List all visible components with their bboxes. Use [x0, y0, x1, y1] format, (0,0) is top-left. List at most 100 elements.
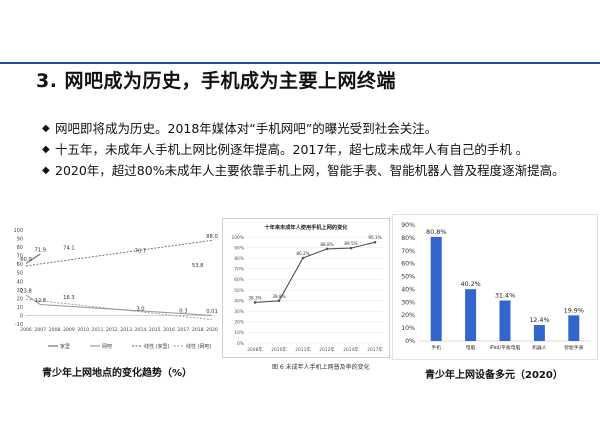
x-tick-label: 手机	[431, 344, 441, 351]
y-tick-label: 0%	[405, 338, 415, 345]
data-label: 3.0	[136, 306, 144, 312]
y-tick-label: 70%	[401, 248, 415, 255]
x-tick-label: 2012	[106, 327, 118, 333]
y-tick-label: 90	[17, 237, 23, 243]
x-tick-label: 2006	[20, 327, 32, 333]
series-line	[25, 239, 213, 267]
y-tick-label: 40%	[234, 298, 244, 304]
legend-label: 线性 (家里)	[144, 343, 170, 350]
x-tick-label: 2016	[163, 327, 175, 333]
x-tick-label: 2017年	[367, 346, 383, 353]
phone-usage-svg: 十年来未成年人使用手机上网的变化 0% 10% 20% 30% 40% 50% 60% 70% 8…	[231, 223, 383, 353]
y-tick-label: 100%	[231, 235, 244, 241]
y-tick-label: 70	[17, 254, 23, 260]
x-tick-label: 2020	[206, 327, 218, 333]
y-tick-label: 0%	[237, 341, 244, 347]
diamond-bullet-icon: ◆	[42, 123, 50, 134]
y-tick-label: 60%	[234, 277, 244, 283]
phone-usage-caption: 图 6 未成年人手机上网普及率的变化	[272, 364, 370, 371]
bar	[568, 315, 580, 341]
legend-label: 网吧	[102, 344, 112, 350]
data-point	[301, 256, 305, 260]
x-tick-label: 2018	[192, 327, 204, 333]
y-tick-label: 0	[20, 313, 23, 319]
location-trend-caption: 青少年上网地点的变化趋势（%）	[42, 368, 193, 379]
data-label: 80.2%	[296, 251, 309, 256]
data-label: 95.1%	[368, 235, 381, 240]
x-tick-label: 2017	[178, 327, 190, 333]
data-label: 16.3	[63, 295, 75, 301]
y-tick-label: 10%	[401, 325, 415, 332]
data-label: 31.4%	[495, 292, 515, 300]
diamond-bullet-icon: ◆	[42, 144, 50, 155]
x-tick-label: 2014	[135, 327, 147, 333]
bullet-list: ◆ 网吧即将成为历史。2018年媒体对“手机网吧”的曝光受到社会关注。 ◆ 十五…	[42, 118, 587, 181]
bullet-item: ◆ 网吧即将成为历史。2018年媒体对“手机网吧”的曝光受到社会关注。	[42, 118, 587, 139]
device-chart-caption: 青少年上网设备多元（2020）	[425, 370, 563, 381]
y-tick-label: 10%	[234, 330, 244, 336]
data-label: 12.4%	[529, 316, 549, 324]
y-tick-label: 40%	[401, 286, 415, 293]
phone-usage-chart: 十年来未成年人使用手机上网的变化 0% 10% 20% 30% 40% 50% 60% 70% 8…	[222, 218, 390, 358]
series-line	[25, 294, 213, 316]
y-tick-label: 90%	[401, 222, 415, 229]
bullet-item: ◆ 十五年，未成年人手机上网比例逐年提高。2017年，超七成未成年人有自己的手机…	[42, 139, 587, 160]
data-point	[277, 299, 281, 303]
y-tick-label: 50	[17, 271, 23, 277]
bullet-text: 十五年，未成年人手机上网比例逐年提高。2017年，超七成未成年人有自己的手机 。	[55, 142, 529, 157]
slide-title: 3. 网吧成为历史，手机成为主要上网终端	[36, 70, 397, 92]
location-trend-svg: -10 0 10 20 30 40 50 60 70 80 90 100 2006 2007 2008 200…	[13, 228, 218, 350]
title-accent-bar	[0, 62, 600, 64]
legend-label: 线性 (网吧)	[186, 343, 212, 350]
y-tick-label: 80%	[234, 256, 244, 262]
y-tick-label: 30%	[401, 299, 415, 306]
bar	[430, 236, 442, 341]
x-tick-label: 2011年	[295, 346, 311, 353]
device-bar-chart: 0% 10% 20% 30% 40% 50% 60% 70% 80% 90% 80.8% 手机 40.2…	[392, 214, 598, 360]
location-trend-chart: -10 0 10 20 30 40 50 60 70 80 90 100 2006 2007 2008 200…	[4, 222, 218, 358]
data-label: 89.5%	[344, 241, 357, 246]
x-tick-label: 2010	[77, 327, 89, 333]
data-label: 12.8	[35, 298, 47, 304]
data-label: 0.3	[179, 309, 187, 315]
data-point	[253, 301, 257, 304]
chart-title: 十年来未成年人使用手机上网的变化	[264, 223, 348, 231]
series-line	[254, 241, 376, 303]
bullet-text: 2020年，超过80%未成年人主要依靠手机上网，智能手表、智能机器人普及程度逐渐…	[55, 163, 565, 178]
data-label: 60.9	[20, 257, 32, 263]
x-tick-label: iPad/平板电脑	[490, 344, 521, 351]
x-tick-label: 电脑	[466, 344, 476, 351]
data-point	[349, 246, 353, 250]
y-tick-label: 50%	[401, 274, 415, 281]
y-tick-label: 40	[17, 279, 23, 285]
data-label: 74.1	[63, 246, 75, 252]
x-tick-label: 机器人	[532, 344, 547, 351]
data-label: 38.3%	[248, 295, 261, 300]
y-tick-label: 50%	[234, 288, 244, 294]
diamond-bullet-icon: ◆	[42, 165, 50, 176]
device-bar-svg: 0% 10% 20% 30% 40% 50% 60% 70% 80% 90% 80.8% 手机 40.2…	[401, 222, 591, 351]
x-tick-label: 2010年	[271, 346, 287, 353]
x-tick-label: 2015	[149, 327, 161, 333]
data-label: 88.0	[206, 234, 218, 240]
x-tick-label: 2009	[63, 327, 75, 333]
bar	[533, 325, 545, 341]
x-tick-label: 2014年	[343, 346, 359, 353]
x-tick-label: 2011	[92, 327, 104, 333]
y-tick-label: 20%	[401, 312, 415, 319]
data-label: 39.8%	[272, 294, 285, 299]
data-point	[373, 240, 377, 244]
y-tick-label: 100	[13, 228, 23, 234]
y-tick-label: 10	[17, 305, 23, 311]
bullet-text: 网吧即将成为历史。2018年媒体对“手机网吧”的曝光受到社会关注。	[55, 121, 438, 136]
y-tick-label: 60	[17, 262, 23, 268]
data-point	[325, 247, 329, 251]
series-line	[25, 298, 213, 321]
y-tick-label: 30	[17, 288, 23, 294]
data-label: 40.2%	[460, 280, 480, 288]
data-label: 53.8	[192, 263, 204, 269]
x-tick-label: 2008年	[247, 346, 263, 353]
y-tick-label: -10	[15, 322, 23, 328]
y-tick-label: 70%	[234, 267, 244, 273]
bullet-item: ◆ 2020年，超过80%未成年人主要依靠手机上网，智能手表、智能机器人普及程度…	[42, 160, 587, 181]
